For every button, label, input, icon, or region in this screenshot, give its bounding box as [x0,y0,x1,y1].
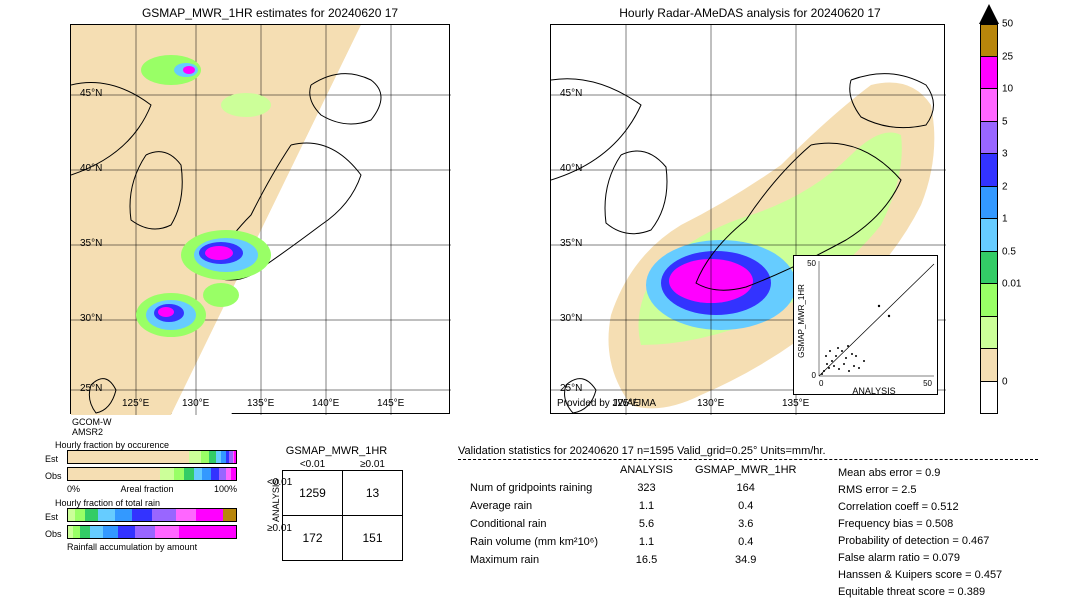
col-analysis: ANALYSIS [610,462,683,478]
left-x-135: 135°E [247,398,274,409]
left-y-25: 25°N [80,383,102,394]
ct-11: 151 [343,516,403,561]
left-footer2: AMSR2 [72,427,103,437]
colorbar: 50251053210.50.010 [980,24,998,414]
left-map-panel [70,24,450,414]
row-est1: Est [45,454,67,464]
row-obs1: Obs [45,471,67,481]
frac-title2: Hourly fraction of total rain [55,498,237,508]
right-y-45: 45°N [560,88,582,99]
svg-text:ANALYSIS: ANALYSIS [852,386,895,396]
svg-text:0: 0 [812,371,817,380]
bar-est1 [67,450,237,464]
right-x-125: 125°E [612,398,639,409]
left-map-title: GSMAP_MWR_1HR estimates for 20240620 17 [70,6,470,20]
validation-block: Validation statistics for 20240620 17 n=… [458,445,1038,570]
left-y-45: 45°N [80,88,102,99]
x-0pct: 0% [67,484,80,494]
x-100pct: 100% [214,484,237,494]
right-x-130: 130°E [697,398,724,409]
ct-col2: ≥0.01 [343,459,403,471]
ct-side: ANALYSIS [271,510,281,522]
val-header: Validation statistics for 20240620 17 n=… [458,445,1038,460]
right-y-25: 25°N [560,383,582,394]
fraction-bars-block: Hourly fraction by occurence Est Obs 0% … [45,440,237,552]
contingency-block: GSMAP_MWR_1HR <0.01≥0.01 ANALYSIS 1259 1… [270,445,403,561]
left-y-30: 30°N [80,313,102,324]
left-y-35: 35°N [80,238,102,249]
provided-label: Provided by JWA/JMA [557,398,656,409]
right-map-title: Hourly Radar-AMeDAS analysis for 2024062… [550,6,950,20]
svg-text:50: 50 [807,259,816,268]
row-est2: Est [45,512,67,522]
val-stats-list: Mean abs error = 0.9RMS error = 2.5Corre… [838,465,1002,601]
scatter-inset: 50 0 50 0 ANALYSIS GSMAP_MWR_1HR [793,255,938,395]
right-y-40: 40°N [560,163,582,174]
ct-title: GSMAP_MWR_1HR [270,445,403,457]
svg-text:0: 0 [819,379,824,388]
left-x-130: 130°E [182,398,209,409]
right-y-35: 35°N [560,238,582,249]
right-y-30: 30°N [560,313,582,324]
left-x-145: 145°E [377,398,404,409]
svg-text:50: 50 [923,379,932,388]
bar-obs2 [67,525,237,539]
x-mid: Areal fraction [120,484,173,494]
left-x-125: 125°E [122,398,149,409]
row-obs2: Obs [45,529,67,539]
left-x-140: 140°E [312,398,339,409]
ct-col1: <0.01 [283,459,343,471]
bar-obs1 [67,467,237,481]
frac-footer: Rainfall accumulation by amount [67,542,237,552]
left-y-40: 40°N [80,163,102,174]
svg-text:GSMAP_MWR_1HR: GSMAP_MWR_1HR [797,284,806,358]
frac-title1: Hourly fraction by occurence [55,440,237,450]
right-x-135: 135°E [782,398,809,409]
left-footer1: GCOM-W [72,417,112,427]
left-map-svg [71,25,451,415]
ct-01: 13 [343,471,403,516]
bar-est2 [67,508,237,522]
val-table: ANALYSISGSMAP_MWR_1HR Num of gridpoints … [458,460,808,570]
col-gsmap: GSMAP_MWR_1HR [685,462,806,478]
right-map-panel: Provided by JWA/JMA 50 [550,24,945,414]
